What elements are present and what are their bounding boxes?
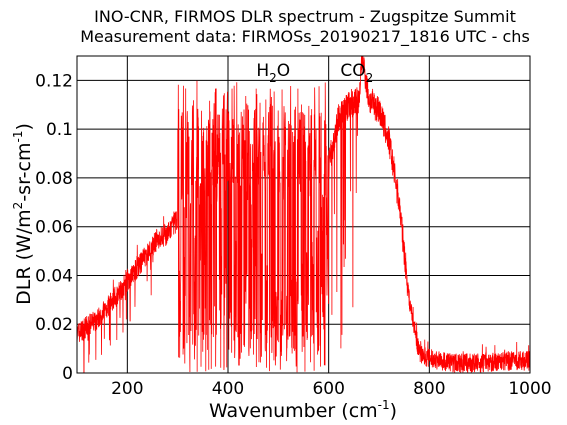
plot-frame <box>76 55 531 374</box>
series-layer <box>77 56 530 373</box>
x-tick-label: 400 <box>212 379 244 399</box>
axis-ticks: 200 400 600 800 1000 0 0.02 0.04 0.06 0.08 0.1 0.12 <box>35 71 551 399</box>
x-axis-label: Wavenumber (cm-1) <box>209 398 397 422</box>
y-tick-label: 0 <box>62 364 73 384</box>
y-axis-label: DLR (W/m2-sr-cm-1) <box>11 123 35 305</box>
y-tick-label: 0.1 <box>46 120 73 140</box>
x-tick-label: 1000 <box>508 379 551 399</box>
y-tick-label: 0.08 <box>35 169 73 189</box>
y-tick-label: 0.04 <box>35 266 73 286</box>
chart-title: INO-CNR, FIRMOS DLR spectrum - Zugspitze… <box>94 7 516 26</box>
series-line <box>77 56 530 373</box>
annotation-label: H2O <box>256 61 290 85</box>
annotations: H2O CO2 <box>256 61 373 85</box>
annotation-label: CO2 <box>340 61 373 85</box>
y-tick-label: 0.06 <box>35 218 73 238</box>
y-tick-label: 0.02 <box>35 315 73 335</box>
x-tick-label: 600 <box>312 379 344 399</box>
x-tick-label: 200 <box>111 379 143 399</box>
x-tick-label: 800 <box>413 379 445 399</box>
chart-subtitle: Measurement data: FIRMOSs_20190217_1816 … <box>80 27 530 47</box>
y-tick-label: 0.12 <box>35 71 73 91</box>
